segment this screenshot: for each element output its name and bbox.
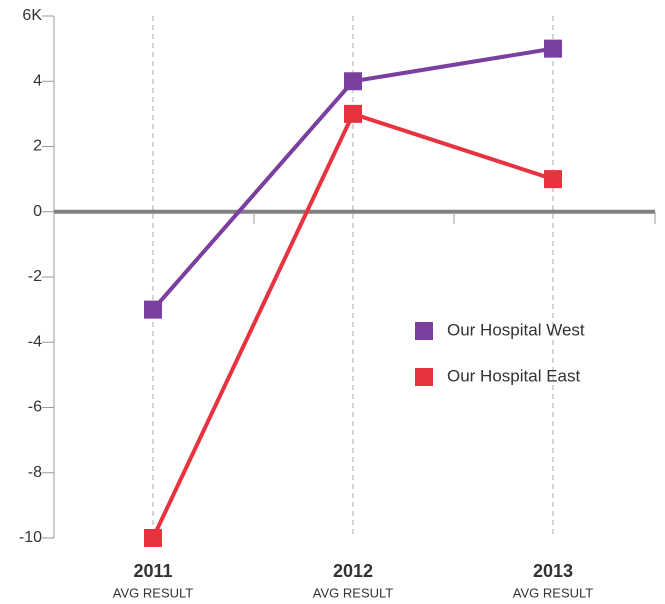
x-tick-label: 2012: [333, 561, 373, 581]
legend-label: Our Hospital West: [447, 320, 585, 339]
y-tick-label: -2: [28, 268, 42, 285]
point-marker: [344, 104, 362, 123]
y-tick-label: 2: [33, 138, 42, 155]
y-tick-label: -8: [28, 464, 42, 481]
y-tick-label: 0: [33, 203, 42, 220]
point-marker: [144, 529, 162, 547]
legend-label: Our Hospital East: [447, 366, 580, 385]
legend-swatch: [415, 322, 433, 340]
x-tick-sublabel: AVG RESULT: [513, 585, 593, 600]
y-tick-label: -6: [28, 399, 42, 416]
point-marker: [544, 39, 562, 58]
x-tick-sublabel: AVG RESULT: [113, 585, 193, 600]
point-marker: [344, 72, 362, 91]
y-tick-label: -4: [28, 333, 42, 350]
point-marker: [144, 300, 162, 319]
y-tick-label: 6K: [22, 7, 42, 24]
x-tick-sublabel: AVG RESULT: [313, 585, 393, 600]
legend-swatch: [415, 368, 433, 386]
y-tick-label: 4: [33, 72, 42, 89]
x-tick-label: 2013: [533, 561, 573, 581]
y-tick-label: -10: [19, 529, 42, 546]
x-tick-label: 2011: [133, 561, 172, 581]
point-marker: [544, 170, 562, 189]
